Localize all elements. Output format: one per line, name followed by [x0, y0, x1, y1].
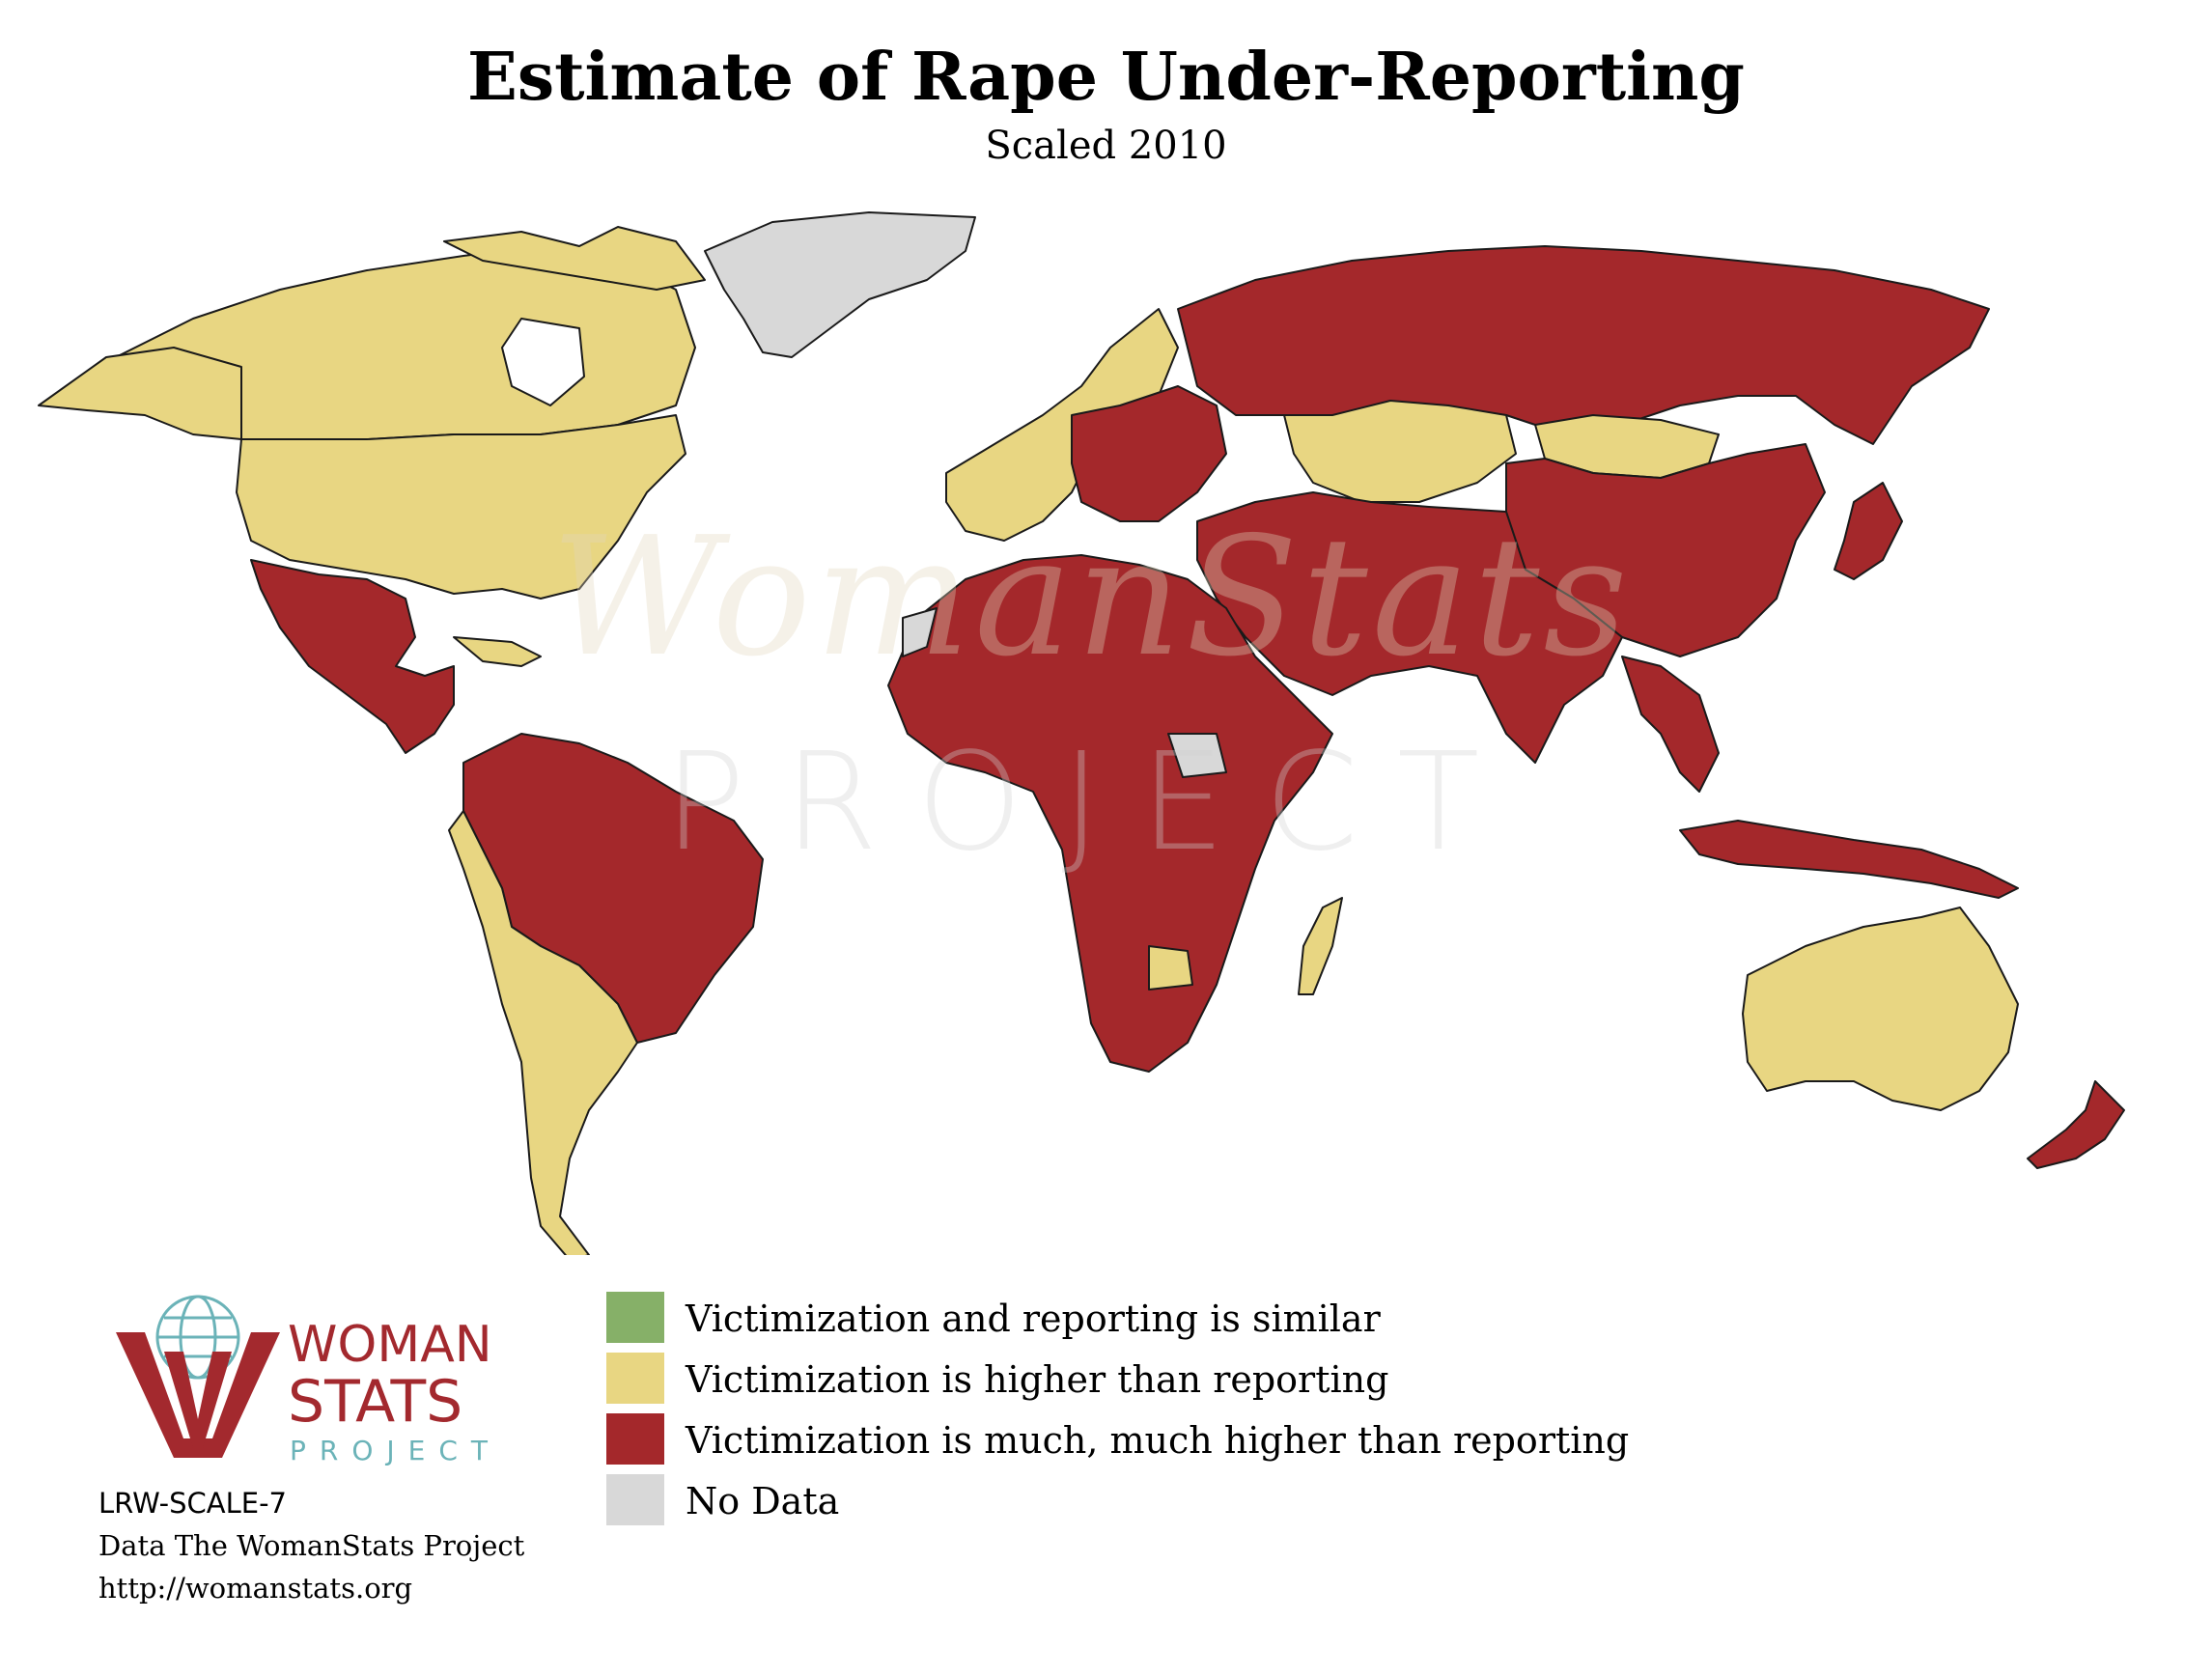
legend-label: Victimization and reporting is similar [686, 1298, 1381, 1340]
legend-item-much-higher: Victimization is much, much higher than … [606, 1413, 1765, 1467]
region-south-america-south [448, 810, 638, 1255]
logo-woman-text: WOMAN [288, 1316, 492, 1374]
region-western-sahara [902, 607, 938, 657]
region-southern-africa-patch [1148, 945, 1193, 991]
region-new-zealand [2027, 1080, 2125, 1169]
legend-swatch [606, 1353, 664, 1404]
region-united-states [236, 414, 686, 600]
region-southeast-asia [1621, 656, 1720, 793]
region-eastern-europe [1071, 385, 1227, 522]
region-greenland [704, 211, 976, 358]
legend-swatch [606, 1292, 664, 1343]
region-caribbean [453, 636, 542, 667]
legend-label: Victimization is much, much higher than … [686, 1419, 1630, 1462]
legend-label: No Data [686, 1480, 840, 1522]
legend-swatch [606, 1413, 664, 1465]
footer-code: LRW-SCALE-7 [98, 1487, 287, 1520]
legend-item-similar: Victimization and reporting is similar [606, 1292, 1765, 1346]
legend-item-no-data: No Data [606, 1474, 1765, 1528]
region-middle-east-south-asia [1196, 491, 1623, 764]
region-alaska [38, 347, 242, 440]
region-central-asia [1283, 400, 1517, 503]
hands-icon [116, 1332, 280, 1458]
region-indonesia [1679, 820, 2019, 899]
footer-url: http://womanstats.org [98, 1572, 413, 1605]
region-arctic-islands [443, 226, 706, 291]
world-choropleth-map [38, 211, 2125, 1255]
footer: LRW-SCALE-7 Data The WomanStats Project … [98, 1482, 524, 1609]
region-africa [887, 554, 1333, 1073]
legend-swatch [606, 1474, 664, 1525]
logo-stats-text: STATS [288, 1368, 462, 1436]
region-hudson-bay [501, 318, 585, 406]
womanstats-logo: WOMAN STATS PROJECT [116, 1295, 501, 1466]
region-australia [1742, 907, 2019, 1111]
region-madagascar [1298, 897, 1343, 995]
region-japan [1834, 482, 1903, 580]
map-subtitle: Scaled 2010 [985, 124, 1227, 168]
logo-project-text: PROJECT [290, 1435, 501, 1466]
legend-item-higher: Victimization is higher than reporting [606, 1353, 1765, 1407]
region-south-sudan [1167, 733, 1227, 778]
footer-source: Data The WomanStats Project [98, 1529, 525, 1562]
legend-label: Victimization is higher than reporting [686, 1358, 1389, 1401]
region-mexico-central-america [250, 559, 455, 754]
map-title: Estimate of Rape Under-Reporting [467, 39, 1745, 116]
